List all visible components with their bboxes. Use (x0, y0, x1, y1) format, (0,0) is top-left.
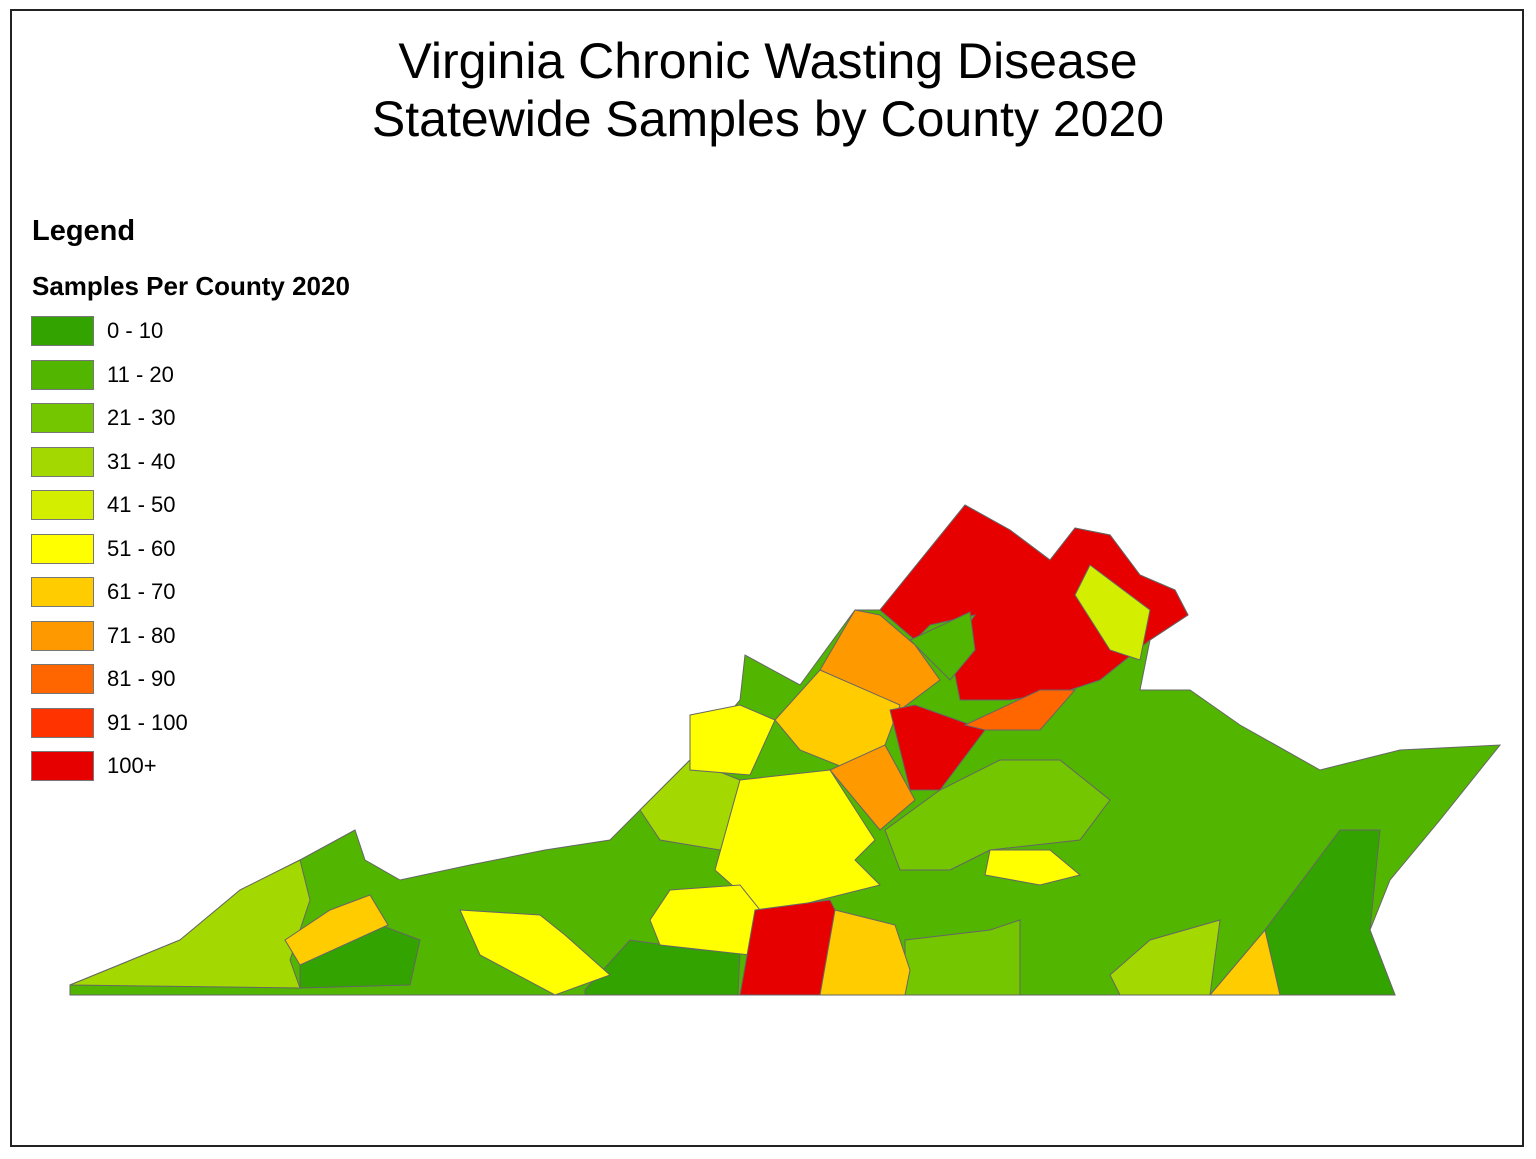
legend-swatch (31, 446, 94, 477)
region-red-central (889, 704, 986, 791)
legend-title: Legend (32, 215, 136, 247)
region-yellow-3 (649, 884, 761, 956)
region-north-green (909, 611, 976, 681)
region-orange-7180-south (829, 744, 916, 831)
region-central (884, 759, 1111, 871)
legend-item: 61 - 70 (31, 576, 176, 608)
legend-swatch (31, 533, 94, 564)
legend-label: 0 - 10 (107, 318, 164, 343)
legend-swatch (31, 664, 94, 694)
region-yellow-5 (984, 849, 1082, 886)
map-title-line2: Statewide Samples by County 2020 (371, 91, 1165, 147)
legend-item: 100+ (31, 750, 157, 782)
legend-item: 41 - 50 (31, 489, 176, 521)
region-se-light (1109, 919, 1221, 996)
legend-label: 41 - 50 (107, 492, 176, 517)
region-north-yellowgreen (1074, 564, 1151, 661)
legend-swatch (31, 359, 94, 390)
legend-label: 11 - 20 (107, 361, 174, 387)
legend-item: 91 - 100 (31, 707, 188, 739)
legend-item: 51 - 60 (31, 533, 176, 565)
legend-swatch (31, 707, 94, 738)
legend-swatch (31, 751, 94, 781)
legend-item: 21 - 30 (31, 402, 176, 434)
legend-label: 81 - 90 (107, 666, 176, 691)
legend-item: 0 - 10 (31, 315, 163, 347)
legend-item: 71 - 80 (31, 620, 176, 652)
legend-item: 81 - 90 (31, 663, 176, 695)
region-gold-se (1208, 928, 1281, 996)
legend-swatch (31, 620, 94, 651)
region-yellow-1 (689, 704, 776, 776)
legend-label: 91 - 100 (107, 709, 188, 735)
legend-label: 51 - 60 (107, 535, 176, 561)
region-gold-south (819, 909, 911, 996)
legend-label: 31 - 40 (107, 448, 176, 474)
legend-label: 61 - 70 (107, 579, 176, 604)
legend-subtitle: Samples Per County 2020 (32, 271, 350, 301)
region-gold-sw (284, 894, 389, 966)
legend-item: 11 - 20 (31, 359, 174, 391)
region-orange-8190 (963, 689, 1077, 731)
legend-swatch (31, 316, 94, 346)
map-title-line1: Virginia Chronic Wasting Disease (398, 33, 1138, 89)
legend-label: 71 - 80 (107, 622, 176, 648)
region-yellow-2 (714, 769, 881, 911)
legend-swatch (31, 577, 94, 607)
legend-label: 21 - 30 (107, 405, 176, 430)
legend-label: 100+ (107, 753, 157, 778)
region-yellow-4 (459, 909, 611, 996)
legend-swatch (31, 403, 94, 433)
legend-item: 31 - 40 (31, 446, 176, 478)
region-sw-light (69, 859, 311, 989)
legend-swatch (31, 490, 94, 520)
